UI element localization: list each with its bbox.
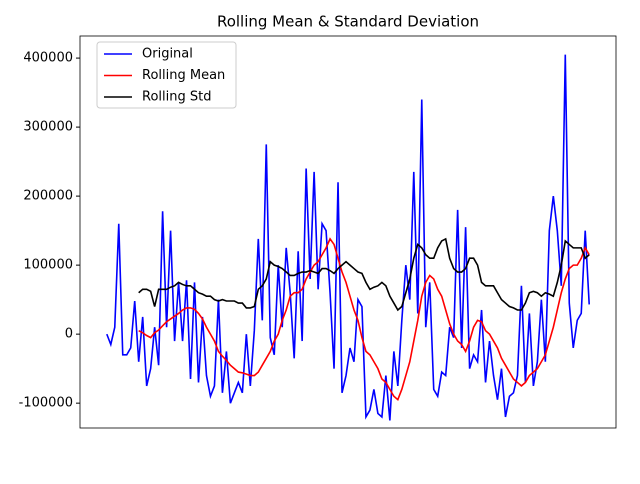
y-tick-label: 300000 [23,120,73,135]
y-tick-label: 400000 [23,51,73,66]
line-series [138,237,590,312]
y-tick-label: 100000 [23,258,73,273]
chart-title: Rolling Mean & Standard Deviation [217,13,479,31]
line-series [138,237,590,402]
y-tick-label: -100000 [19,396,73,411]
legend-label: Original [142,47,193,62]
y-tick-label: 200000 [23,189,73,204]
legend-box [96,41,237,109]
line-series [106,54,590,421]
y-tick-label: 0 [65,327,73,342]
legend-label: Rolling Std [142,90,211,105]
axes-frame [79,35,617,429]
legend-label: Rolling Mean [142,68,225,83]
